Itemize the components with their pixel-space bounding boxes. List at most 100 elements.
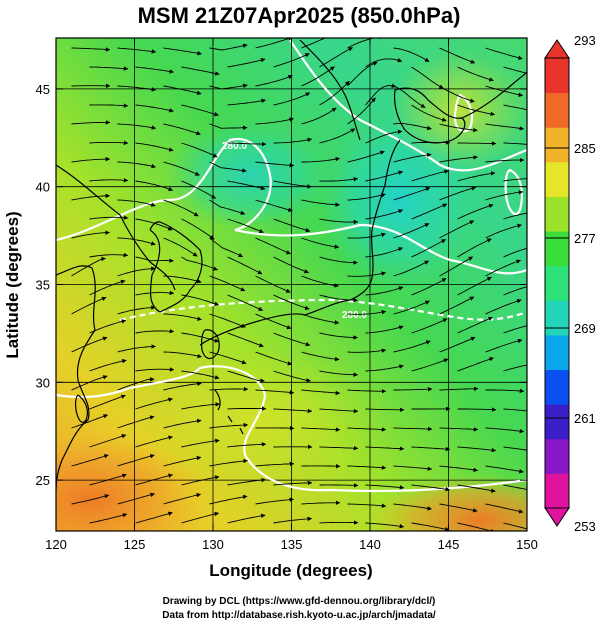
streamline-74 (273, 180, 312, 189)
y-tick-label: 45 (36, 82, 50, 97)
streamline-228 (439, 465, 479, 473)
streamline-236 (365, 484, 405, 490)
streamline-58 (457, 141, 497, 146)
streamline-27 (393, 85, 426, 108)
streamline-79 (503, 178, 527, 182)
colorbar-segment (545, 300, 569, 336)
x-tick-label: 135 (281, 537, 303, 552)
streamline-233 (227, 477, 266, 486)
streamline-19 (503, 66, 527, 74)
streamline-75 (319, 177, 359, 182)
streamline-179 (503, 364, 527, 372)
streamline-189 (485, 388, 525, 394)
streamline-68 (439, 155, 478, 163)
streamline-90 (89, 215, 129, 220)
streamline-173 (227, 370, 265, 383)
streamline-7 (393, 47, 430, 62)
streamline-39 (503, 104, 527, 111)
streamlines (71, 38, 527, 531)
chart-title: MSM 21Z07Apr2025 (850.0hPa) (138, 3, 461, 28)
credit-drawing: Drawing by DCL (https://www.gfd-dennou.o… (163, 596, 436, 607)
streamline-13 (227, 57, 266, 68)
streamline-229 (485, 465, 524, 474)
streamline-0 (71, 47, 111, 52)
cold-region-north (165, 120, 335, 230)
x-axis: 120 125 130 135 140 145 150 (45, 38, 538, 552)
streamline-196 (365, 407, 405, 413)
streamline-26 (347, 61, 378, 87)
streamline-127 (393, 260, 430, 277)
streamline-93 (227, 218, 264, 234)
streamline-28 (439, 85, 475, 103)
streamline-141 (117, 305, 156, 315)
streamline-5 (301, 38, 327, 49)
streamline-230 (89, 473, 127, 486)
streamline-11 (135, 66, 174, 74)
streamline-250 (89, 513, 128, 524)
streamline-85 (301, 199, 340, 207)
x-tick-label: 140 (359, 537, 381, 552)
streamline-220 (71, 454, 109, 467)
streamline-210 (89, 434, 127, 448)
streamline-257 (411, 522, 450, 531)
x-tick-label: 130 (202, 537, 224, 552)
streamline-164 (255, 351, 293, 366)
colorbar-segment (545, 404, 569, 440)
streamline-248 (439, 503, 478, 513)
streamline-243 (209, 494, 248, 505)
streamline-65 (301, 156, 341, 163)
streamline-10 (89, 66, 129, 71)
streamline-136 (365, 286, 404, 296)
streamline-21 (117, 85, 157, 92)
streamline-168 (439, 336, 476, 353)
streamline-103 (209, 237, 244, 258)
streamline-118 (457, 238, 492, 258)
streamline-32 (181, 104, 219, 117)
streamline-8 (439, 47, 476, 64)
streamline-101 (117, 237, 156, 246)
colorbar-segment (545, 265, 569, 301)
streamline-139 (503, 286, 527, 296)
streamline-199 (503, 408, 527, 412)
streamline-140 (71, 296, 107, 315)
streamline-62 (163, 161, 200, 176)
coast-taiwan (75, 394, 89, 423)
streamline-69 (485, 157, 525, 163)
streamline-251 (135, 511, 173, 524)
streamline-86 (347, 193, 386, 201)
streamline-110 (89, 252, 129, 258)
streamline-181 (117, 377, 155, 391)
streamline-114 (273, 256, 310, 274)
streamline-170 (89, 358, 127, 372)
streamline-163 (209, 351, 247, 365)
streamline-178 (457, 357, 494, 372)
streamline-41 (117, 123, 157, 130)
streamline-61 (117, 161, 156, 169)
streamline-124 (255, 275, 291, 293)
colorbar-segment (545, 161, 569, 197)
streamline-23 (209, 83, 248, 90)
streamline-77 (411, 169, 449, 182)
streamline-52 (181, 142, 218, 158)
streamline-217 (411, 446, 451, 452)
streamline-43 (209, 123, 248, 130)
contour-label-south: 280.0 (342, 310, 367, 321)
streamline-108 (439, 220, 475, 239)
streamline-180 (71, 375, 108, 391)
streamline-245 (301, 500, 341, 506)
streamline-176 (365, 364, 404, 372)
streamline-159 (503, 325, 527, 334)
streamline-48 (439, 123, 478, 133)
streamline-125 (301, 275, 339, 288)
streamline-94 (273, 218, 311, 233)
streamline-60 (71, 156, 111, 163)
colorbar-segment (545, 231, 569, 267)
streamline-256 (365, 522, 405, 529)
streamline-115 (319, 256, 358, 265)
streamline-72 (181, 180, 216, 199)
streamline-126 (347, 271, 387, 277)
contour-closed-east (504, 168, 524, 216)
streamline-132 (181, 294, 219, 306)
y-tick-label: 30 (36, 375, 50, 390)
